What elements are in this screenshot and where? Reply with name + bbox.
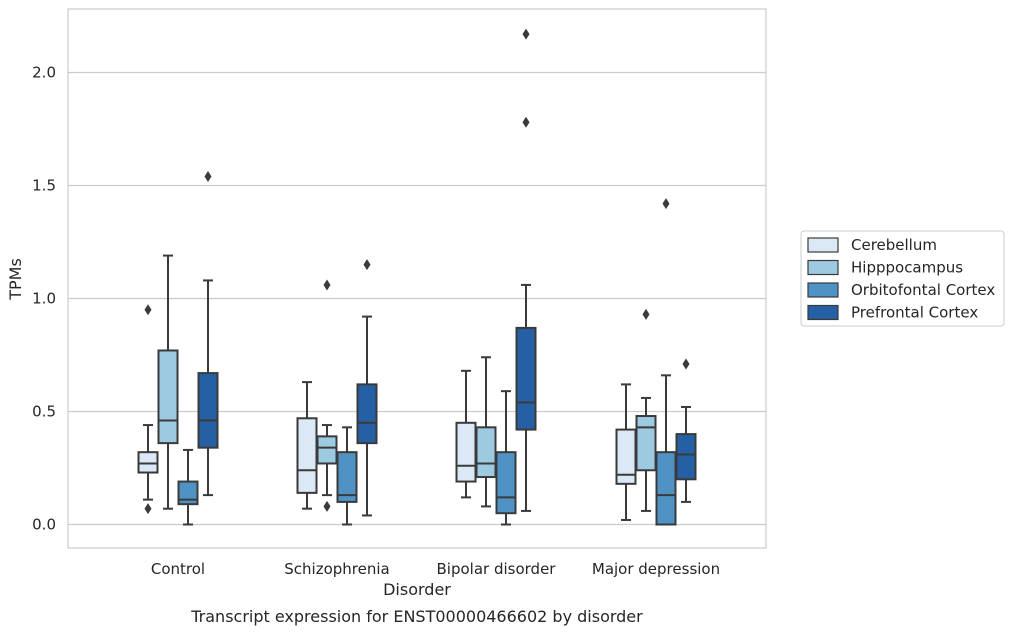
outlier-point bbox=[363, 259, 371, 271]
box-iqr bbox=[197, 372, 219, 449]
box-2-3 bbox=[655, 198, 677, 526]
box-2-2 bbox=[495, 390, 517, 526]
box-iqr bbox=[515, 326, 537, 431]
box-3-1 bbox=[356, 259, 378, 517]
outlier-point bbox=[682, 358, 690, 370]
y-tick-label: 1.0 bbox=[32, 290, 56, 308]
chart-caption: Transcript expression for ENST0000046660… bbox=[190, 607, 643, 626]
box-0-3 bbox=[615, 383, 637, 521]
box-iqr bbox=[177, 480, 199, 506]
legend-label: Orbitofontal Cortex bbox=[851, 281, 995, 299]
box-2-0 bbox=[177, 448, 199, 526]
box-2-1 bbox=[336, 426, 358, 526]
box-iqr bbox=[455, 421, 477, 483]
box-iqr bbox=[495, 451, 517, 515]
y-tick-label: 0.5 bbox=[32, 403, 56, 421]
x-tick-label: Control bbox=[151, 560, 205, 578]
legend-label: Cerebellum bbox=[851, 236, 937, 254]
legend-swatch bbox=[807, 237, 839, 253]
box-iqr bbox=[475, 426, 497, 479]
box-iqr bbox=[675, 433, 697, 481]
y-axis-label: TPMs bbox=[6, 258, 25, 301]
legend: Cerebellum Hipppocampus Orbitofontal Corte… bbox=[800, 230, 1005, 327]
box-iqr bbox=[655, 451, 677, 526]
box-iqr bbox=[157, 349, 179, 445]
box-iqr bbox=[296, 417, 318, 494]
x-tick-label: Major depression bbox=[592, 560, 720, 578]
box-0-0 bbox=[137, 304, 159, 515]
outlier-point bbox=[662, 198, 670, 210]
box-iqr bbox=[336, 451, 358, 503]
y-tick-label: 1.5 bbox=[32, 177, 56, 195]
legend-swatch bbox=[807, 304, 839, 321]
box-0-2 bbox=[455, 369, 477, 499]
box-3-3 bbox=[675, 358, 697, 503]
box-1-2 bbox=[475, 356, 497, 508]
outlier-point bbox=[204, 170, 212, 182]
outlier-point bbox=[323, 500, 331, 512]
outlier-point bbox=[323, 279, 331, 291]
outlier-point bbox=[522, 28, 530, 40]
gridlines bbox=[68, 71, 766, 526]
legend-swatch bbox=[807, 282, 839, 298]
outlier-point bbox=[522, 116, 530, 128]
box-iqr bbox=[137, 451, 159, 474]
legend-label: Prefrontal Cortex bbox=[851, 304, 978, 322]
box-iqr bbox=[635, 415, 657, 472]
y-tick-label: 2.0 bbox=[32, 64, 56, 82]
y-tick-label: 0.0 bbox=[32, 516, 56, 534]
box-1-1 bbox=[316, 279, 338, 512]
box-3-2 bbox=[515, 28, 537, 512]
legend-label: Hipppocampus bbox=[851, 259, 963, 277]
boxes-layer bbox=[137, 28, 697, 526]
legend-swatch bbox=[807, 259, 839, 276]
outlier-point bbox=[144, 503, 152, 515]
box-0-1 bbox=[296, 381, 318, 510]
legend-frame bbox=[800, 230, 1005, 327]
box-1-3 bbox=[635, 308, 657, 512]
box-iqr bbox=[356, 383, 378, 445]
box-1-0 bbox=[157, 254, 179, 510]
x-axis-label: Disorder bbox=[383, 580, 451, 599]
x-tick-label: Schizophrenia bbox=[284, 560, 389, 578]
plot-frame bbox=[67, 8, 767, 549]
outlier-point bbox=[642, 308, 650, 320]
axes-layer: 0.0 0.5 1.0 1.5 2.0 Control Schizophrenia Bipol… bbox=[32, 64, 720, 579]
box-3-0 bbox=[197, 170, 219, 497]
box-iqr bbox=[316, 435, 338, 465]
x-tick-label: Bipolar disorder bbox=[437, 560, 557, 578]
outlier-point bbox=[144, 304, 152, 316]
